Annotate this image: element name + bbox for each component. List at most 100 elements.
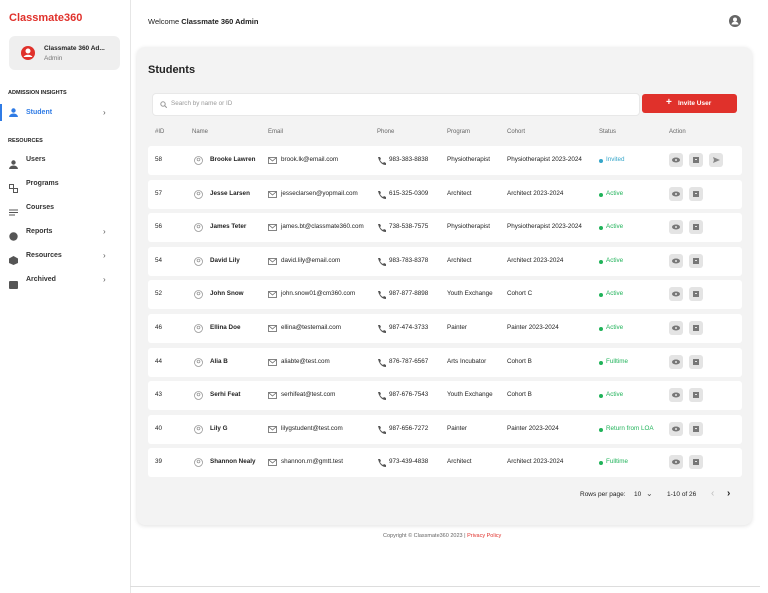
person-icon	[194, 458, 203, 468]
view-button[interactable]	[669, 186, 683, 201]
view-button[interactable]	[669, 287, 683, 302]
privacy-link[interactable]: Privacy Policy	[467, 533, 502, 539]
table-row[interactable]: 54 David Lily david.lily@email.com 983-783-…	[148, 246, 742, 276]
table-row[interactable]: 57 Jesse Larsen jesseclarsen@yopmail.com 61…	[148, 179, 742, 209]
view-button[interactable]	[669, 321, 683, 335]
status: Active	[599, 180, 669, 209]
view-button[interactable]	[669, 153, 683, 167]
welcome-text: Welcome	[148, 17, 180, 26]
program: Arts Incubator	[447, 357, 487, 365]
program: Physiotherapist	[447, 156, 491, 163]
archive-icon	[693, 325, 699, 331]
table-row[interactable]: 52 John Snow john.snow01@cm360.com 987-877-…	[148, 280, 742, 310]
nav-icon-svg	[9, 232, 18, 241]
table-row[interactable]: 39 Shannon Nealy shannon.rn@gmtt.test 973-4…	[148, 448, 742, 478]
column-header: Status	[599, 129, 617, 135]
status-dot	[599, 461, 603, 466]
prev-page[interactable]: ‹	[711, 488, 715, 499]
phone-icon	[378, 325, 386, 333]
column-header: Email	[268, 129, 284, 135]
phone: 987-656-7272	[389, 424, 429, 432]
status-dot	[599, 192, 603, 197]
page-title: Students	[148, 64, 196, 76]
person-icon	[194, 357, 203, 367]
archive-icon	[693, 358, 699, 365]
archive-button[interactable]	[689, 455, 703, 470]
archive-icon	[693, 392, 699, 399]
rows-per-page[interactable]: 10	[634, 491, 642, 498]
person-icon	[194, 256, 203, 266]
table-row[interactable]: 40 Lily G lilygstudent@test.com 987-656-727…	[148, 414, 742, 444]
nav-icon-svg	[9, 160, 18, 169]
send-button[interactable]	[709, 153, 723, 167]
invite-button[interactable]: + Invite User	[642, 94, 737, 113]
program: Architect	[447, 189, 472, 197]
phone-icon	[377, 257, 386, 268]
email-icon	[268, 458, 277, 469]
nav-item[interactable]: Reports	[26, 228, 53, 235]
status-dot	[599, 159, 603, 163]
phone: 983-383-8838	[389, 156, 429, 163]
view-button[interactable]	[669, 421, 683, 436]
table-row[interactable]: 58 Brooke Lawren brook.lk@email.com 983-383…	[148, 146, 742, 175]
eye-icon	[672, 224, 680, 230]
phone-icon	[377, 425, 386, 436]
mail-icon	[268, 358, 277, 366]
next-page[interactable]: ›	[727, 488, 731, 499]
email-icon	[268, 358, 277, 369]
table-row[interactable]: 43 Serhi Feat serhifeat@test.com 987-676-75…	[148, 381, 742, 411]
nav-item[interactable]: Courses	[26, 204, 55, 211]
view-button[interactable]	[669, 253, 683, 268]
table-row[interactable]: 44 Alia B aliabte@test.com 876-787-6567 Arts…	[148, 347, 742, 377]
name-icon	[194, 189, 203, 201]
view-button[interactable]	[669, 388, 683, 403]
nav-item[interactable]: Resources	[26, 252, 62, 259]
email-icon	[268, 324, 277, 335]
name-icon	[194, 223, 203, 234]
user-card[interactable]: Classmate 360 Ad... Admin	[9, 36, 120, 70]
nav-item[interactable]: Users	[26, 156, 46, 163]
status: Active	[599, 213, 669, 242]
mail-icon	[268, 392, 277, 400]
archive-button[interactable]	[689, 253, 703, 268]
search-box[interactable]: Search by name or ID	[152, 93, 640, 116]
email: brook.lk@email.com	[281, 156, 339, 163]
user-name: Classmate 360 Ad...	[44, 45, 105, 52]
archive-button[interactable]	[689, 388, 703, 403]
id: 57	[155, 189, 163, 197]
nav-item[interactable]: Archived	[26, 276, 56, 283]
status: Active	[599, 381, 669, 410]
view-button[interactable]	[669, 455, 683, 470]
eye-icon	[672, 157, 680, 163]
status-text: Active	[606, 391, 624, 399]
program: Architect	[447, 256, 472, 264]
archive-button[interactable]	[689, 186, 703, 201]
nav-icon	[9, 180, 18, 198]
nav-item[interactable]: Programs	[26, 180, 59, 187]
phone: 987-676-7543	[389, 391, 429, 399]
mail-icon	[268, 459, 277, 467]
phone-icon	[378, 291, 386, 300]
email: john.snow01@cm360.com	[281, 290, 356, 298]
eye-icon	[672, 426, 680, 432]
view-button[interactable]	[669, 220, 683, 235]
view-button[interactable]	[669, 354, 683, 369]
archive-button[interactable]	[689, 321, 703, 335]
table-row[interactable]: 46 Ellina Doe ellina@testemail.com 987-474-…	[148, 314, 742, 343]
name-icon	[194, 458, 203, 469]
email-icon	[268, 156, 277, 167]
archive-button[interactable]	[689, 354, 703, 369]
archive-button[interactable]	[689, 153, 703, 167]
archive-button[interactable]	[689, 287, 703, 302]
nav-item[interactable]: Student	[26, 109, 53, 116]
status-dot	[599, 394, 603, 399]
profile-icon[interactable]	[729, 15, 741, 27]
status-text: Invited	[606, 156, 625, 163]
name-icon	[194, 324, 203, 335]
table-row[interactable]: 56 James Teter james.bt@classmate360.com 73…	[148, 213, 742, 243]
id: 43	[155, 391, 163, 399]
archive-button[interactable]	[689, 220, 703, 235]
cohort: Physiotherapist 2023-2024	[507, 156, 582, 163]
phone-icon	[377, 223, 386, 234]
archive-button[interactable]	[689, 421, 703, 436]
